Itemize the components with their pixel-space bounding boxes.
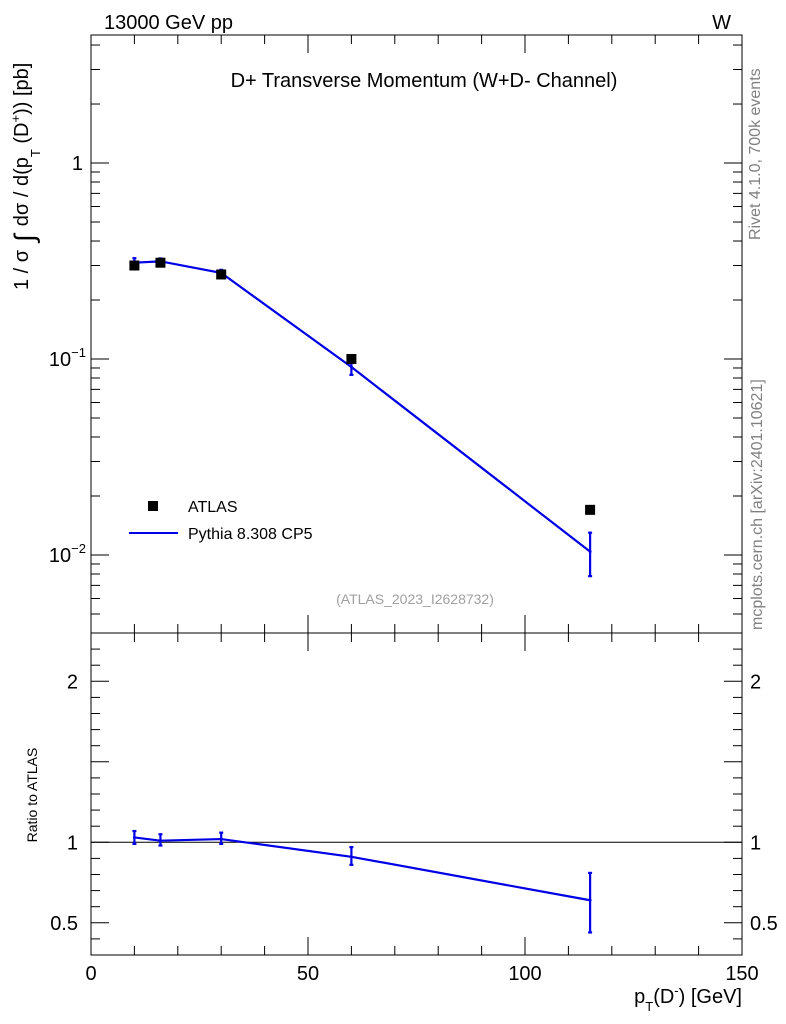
x-tick-label: 100	[508, 963, 541, 985]
legend-data-label: ATLAS	[188, 499, 238, 516]
ylabel-part-dsigma: dσ / d(p	[11, 157, 33, 226]
data-point	[155, 257, 166, 268]
ratio-point	[349, 855, 353, 859]
ratio-x-tick-labels: 0 50 100 150	[85, 963, 758, 985]
analysis-id-label: (ATLAS_2023_I2628732)	[336, 591, 494, 607]
ratio-line	[134, 836, 591, 902]
ratio-y-tick-labels: 0.5 0.5 1 1 2 2	[50, 671, 778, 935]
x-tick-label: 50	[297, 963, 319, 985]
ratio-y-tick-label-right: 1	[750, 832, 761, 854]
ylabel-part-plus-sup: +	[8, 115, 23, 123]
ratio-y-tick-label-right: 0.5	[750, 913, 778, 935]
legend-mc-label: Pythia 8.308 CP5	[188, 526, 313, 543]
x-axis-label: pT(D-) [GeV]	[634, 983, 742, 1014]
ylabel-part-unit: )) [pb]	[11, 63, 33, 115]
ylabel-part-sigma: 1 / σ	[11, 249, 33, 290]
ratio-point	[158, 839, 162, 843]
ratio-panel: 0.5 0.5 1 1 2 2 0 50 100 150 Ratio to ATLAS pT(D…	[24, 632, 778, 1014]
ratio-series	[132, 829, 593, 934]
xlabel-part-t-sub: T	[645, 999, 653, 1014]
main-panel-frame	[90, 34, 743, 634]
data-point	[129, 260, 140, 271]
legend: ATLAS Pythia 8.308 CP5	[129, 499, 313, 543]
plot-title: D+ Transverse Momentum (W+D- Channel)	[231, 70, 618, 92]
mc-point	[349, 365, 353, 369]
data-point	[346, 354, 357, 365]
ratio-x-ticks	[90, 633, 743, 955]
x-tick-label: 150	[725, 963, 758, 985]
xlabel-part-p: p	[634, 986, 645, 1008]
main-y-ticks	[91, 44, 742, 634]
tick-base: 10	[49, 545, 71, 567]
mcplots-label: mcplots.cern.ch [arXiv:2401.10621]	[749, 379, 766, 630]
main-y-tick-labels: 110−110−2	[49, 153, 86, 567]
main-x-ticks	[90, 35, 743, 633]
header-energy-label: 13000 GeV pp	[104, 12, 233, 34]
data-series	[129, 257, 596, 515]
mc-point	[588, 550, 592, 554]
tick-exponent: −1	[71, 345, 86, 360]
main-panel: 110−110−2 D+ Transverse Momentum (W+D- C…	[8, 34, 743, 634]
main-y-tick-label: 10−2	[49, 541, 86, 567]
ratio-y-tick-label: 2	[67, 671, 78, 693]
main-y-tick-label: 10−1	[49, 345, 86, 371]
main-y-tick-label: 1	[72, 153, 83, 175]
ratio-y-tick-label-right: 2	[750, 671, 761, 693]
tick-exponent: −2	[71, 541, 86, 556]
ratio-panel-frame	[90, 632, 743, 956]
data-point	[216, 269, 227, 280]
legend-data-marker	[148, 501, 158, 511]
ratio-y-tick-label: 1	[67, 832, 78, 854]
ratio-point	[219, 837, 223, 841]
main-y-axis-label-text: 1 / σ ∫ dσ / d(pT (D+)) [pb]	[8, 63, 43, 290]
ratio-point	[132, 835, 136, 839]
main-y-axis-label: 1 / σ ∫ dσ / d(pT (D+)) [pb]	[8, 63, 43, 290]
ratio-y-axis-label: Ratio to ATLAS	[24, 748, 40, 843]
ylabel-part-integral: ∫	[9, 232, 40, 244]
xlabel-part-minus-sup: -	[674, 983, 678, 998]
ratio-y-ticks	[91, 648, 742, 940]
header-process-label: W	[712, 12, 731, 34]
ylabel-part-t-sub: T	[28, 149, 43, 157]
rivet-version-label: Rivet 4.1.0, 700k events	[747, 68, 764, 240]
ratio-point	[588, 898, 592, 902]
xlabel-part-d: (D	[653, 986, 674, 1008]
tick-base: 10	[49, 349, 71, 371]
xlabel-part-unit: ) [GeV]	[679, 986, 742, 1008]
data-point	[585, 504, 596, 515]
ratio-y-tick-label: 0.5	[50, 913, 78, 935]
x-tick-label: 0	[85, 963, 96, 985]
ylabel-part-d: (D	[11, 123, 33, 150]
